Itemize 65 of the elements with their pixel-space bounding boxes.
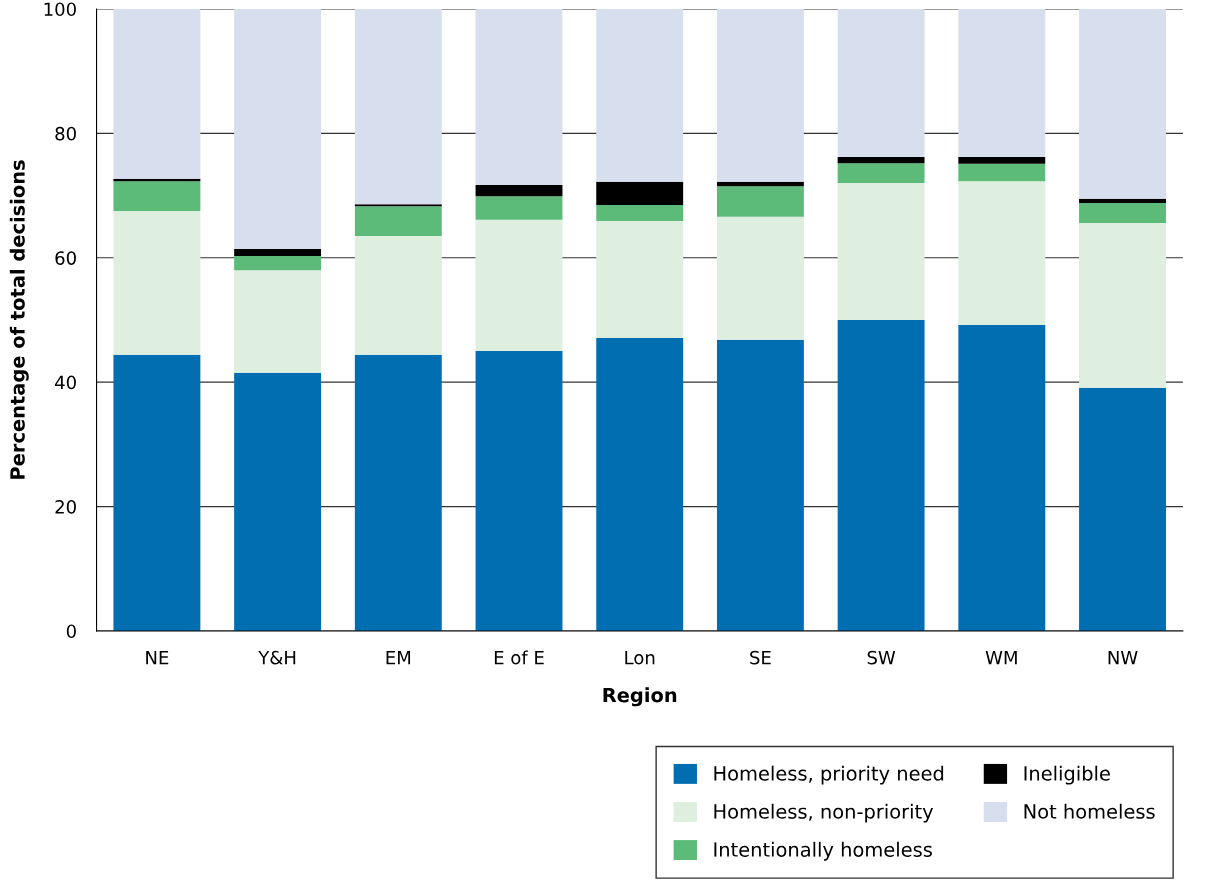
bar — [1079, 387, 1166, 631]
x-tick-label: WM — [985, 650, 1017, 665]
bar — [475, 351, 563, 631]
bar — [837, 319, 925, 631]
bar — [596, 338, 684, 631]
legend-label: Homeless, non-priority — [714, 803, 934, 823]
y-tick-label: 60 — [55, 251, 76, 265]
bar — [958, 8, 1046, 157]
bar — [716, 8, 804, 182]
bar — [837, 8, 925, 157]
bar — [958, 163, 1046, 182]
bar — [475, 8, 563, 185]
bar — [1079, 222, 1166, 388]
bar — [716, 216, 804, 340]
bar — [113, 211, 201, 355]
bar — [958, 181, 1046, 325]
bar — [1079, 198, 1166, 204]
bar — [113, 8, 201, 179]
y-tick-label: 100 — [44, 2, 76, 17]
bar — [716, 339, 804, 631]
bar — [837, 156, 925, 164]
y-tick-label: 80 — [55, 126, 76, 141]
x-tick-label: NE — [146, 650, 169, 665]
bar — [354, 8, 442, 205]
bar — [716, 181, 804, 187]
legend-label: Intentionally homeless — [714, 841, 932, 861]
x-tick-label: SW — [867, 650, 896, 665]
bar — [234, 8, 322, 250]
bar — [475, 184, 563, 197]
bar — [113, 354, 201, 631]
x-tick-label: E of E — [494, 650, 544, 665]
bar — [837, 163, 925, 184]
bar — [475, 219, 563, 352]
bar — [596, 181, 684, 205]
y-tick-label: 0 — [66, 624, 76, 639]
bar — [234, 372, 322, 631]
bar — [1079, 8, 1166, 199]
bar — [958, 324, 1046, 631]
bar — [475, 196, 563, 220]
y-axis-title: Percentage of total decisions — [9, 160, 29, 479]
x-tick-label: Y&H — [258, 650, 296, 665]
bar — [596, 221, 684, 338]
bar — [958, 156, 1046, 164]
bar — [596, 204, 684, 222]
bar — [716, 186, 804, 217]
bar — [837, 183, 925, 320]
bar — [354, 354, 442, 631]
bar — [1079, 203, 1166, 223]
x-tick-label: NW — [1108, 650, 1138, 665]
bar — [596, 8, 684, 182]
bar — [234, 270, 322, 373]
x-tick-label: Lon — [625, 650, 655, 665]
y-tick-label: 40 — [55, 375, 76, 390]
bar — [113, 181, 201, 212]
x-tick-label: EM — [386, 650, 411, 665]
bar — [234, 255, 322, 271]
legend-label: Homeless, priority need — [714, 765, 944, 785]
bar — [234, 249, 322, 256]
bar — [354, 206, 442, 236]
x-axis-title: Region — [603, 687, 677, 707]
bar — [354, 235, 442, 355]
legend-label: Not homeless — [1024, 803, 1155, 819]
x-tick-label: SE — [750, 650, 771, 665]
y-tick-label: 20 — [55, 500, 76, 514]
legend-label: Ineligible — [1024, 765, 1110, 785]
